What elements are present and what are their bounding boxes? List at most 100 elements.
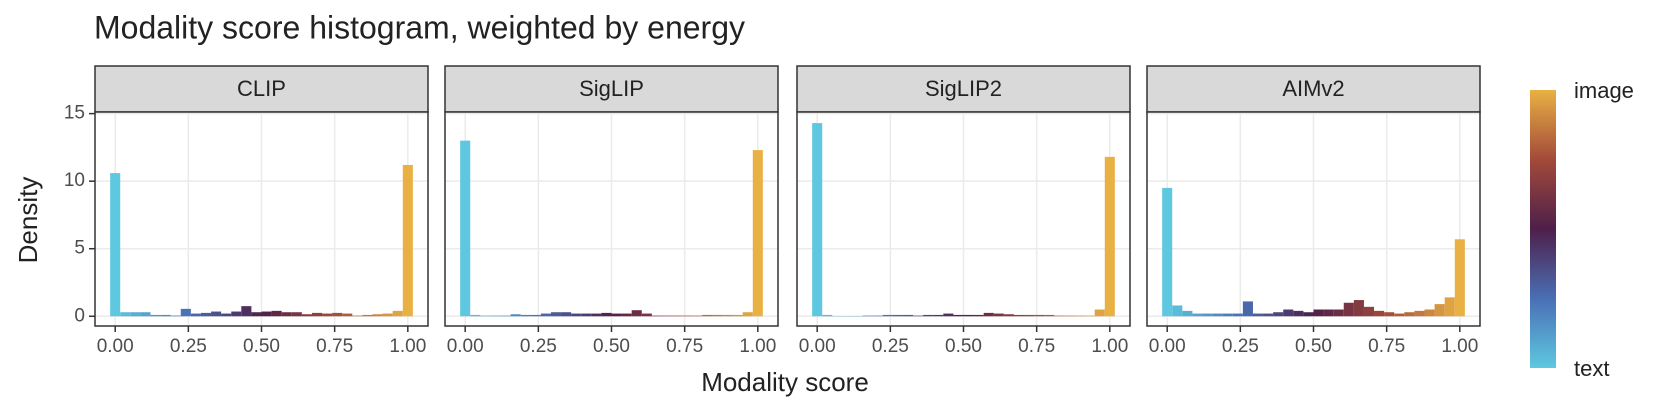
bar — [382, 313, 393, 317]
bar — [933, 314, 944, 317]
bar — [661, 315, 673, 317]
bar — [1192, 313, 1203, 317]
bar — [601, 312, 612, 317]
x-tick-label: 0.75 — [1018, 336, 1055, 357]
y-tick-label: 0 — [74, 305, 85, 326]
facet-title: AIMv2 — [1282, 76, 1344, 101]
bar — [1323, 309, 1334, 317]
bar — [231, 311, 242, 317]
x-tick-label: 0.25 — [170, 336, 207, 357]
bar — [1162, 187, 1173, 317]
bar — [1182, 310, 1193, 317]
bar — [752, 150, 763, 317]
strip — [1146, 65, 1481, 113]
bar — [943, 313, 954, 317]
bar — [913, 315, 924, 317]
bar — [822, 314, 833, 317]
bar — [540, 313, 551, 317]
bar — [1283, 309, 1294, 317]
colorbar — [1530, 90, 1556, 368]
bar — [1424, 309, 1435, 317]
bar — [372, 314, 383, 317]
bar — [190, 313, 201, 317]
bar — [1172, 305, 1183, 317]
bar — [490, 315, 501, 317]
bar — [1084, 315, 1095, 317]
bar — [993, 313, 1004, 317]
bar — [362, 314, 373, 317]
bar — [973, 314, 984, 317]
bar — [712, 314, 723, 317]
bar — [1384, 312, 1395, 317]
x-tick-label: 0.75 — [666, 336, 703, 357]
bar — [1074, 315, 1085, 317]
bar — [1024, 314, 1035, 317]
bar — [812, 123, 823, 317]
bar — [460, 140, 471, 317]
bar — [742, 312, 753, 317]
bar — [130, 312, 141, 317]
colorbar-label: text — [1574, 356, 1609, 381]
bar — [470, 314, 481, 317]
bar — [672, 315, 683, 317]
bar — [1263, 313, 1274, 317]
bar — [1394, 313, 1405, 317]
bar — [953, 314, 964, 317]
x-tick-label: 1.00 — [1091, 336, 1128, 357]
bar — [1404, 312, 1415, 317]
bar — [963, 314, 974, 317]
bar — [1013, 314, 1025, 317]
y-tick-label: 5 — [74, 238, 85, 259]
bar — [581, 313, 592, 317]
bar — [332, 312, 343, 317]
bar — [1333, 309, 1344, 317]
bar — [1232, 313, 1243, 317]
bar — [692, 315, 703, 317]
bar — [1094, 309, 1105, 317]
x-tick-label: 0.25 — [872, 336, 909, 357]
colorbar-label: image — [1574, 78, 1634, 103]
bar — [500, 315, 511, 317]
strip — [94, 65, 429, 113]
bar — [641, 313, 652, 317]
x-tick-label: 1.00 — [1441, 336, 1478, 357]
x-tick-label: 0.50 — [945, 336, 982, 357]
bar — [1374, 310, 1385, 317]
bar — [1313, 309, 1324, 317]
bar — [1034, 314, 1045, 317]
x-tick-label: 0.25 — [1222, 336, 1259, 357]
bar — [281, 312, 292, 317]
bar — [221, 313, 232, 317]
x-tick-label: 1.00 — [739, 336, 776, 357]
bar — [1343, 302, 1354, 317]
x-tick-label: 0.00 — [447, 336, 484, 357]
bar — [702, 314, 713, 317]
bar — [571, 313, 582, 317]
bar — [180, 308, 191, 317]
bar — [150, 314, 161, 317]
bar — [1454, 239, 1465, 317]
bar — [211, 311, 222, 317]
bar — [732, 314, 743, 317]
bar — [261, 311, 272, 317]
bar — [170, 315, 181, 317]
bar — [591, 313, 602, 317]
bar — [1222, 313, 1233, 317]
bar — [1202, 313, 1213, 317]
bar — [611, 313, 622, 317]
bar — [1003, 314, 1014, 317]
bar — [291, 312, 302, 317]
bar — [241, 306, 252, 317]
bar — [520, 314, 531, 317]
bar — [160, 314, 171, 317]
bar — [621, 313, 632, 317]
bar — [1293, 310, 1304, 317]
chart-title: Modality score histogram, weighted by en… — [94, 9, 745, 45]
x-tick-label: 0.50 — [1295, 336, 1332, 357]
bar — [402, 164, 413, 317]
bar — [902, 314, 914, 317]
bar — [510, 314, 521, 317]
bar — [110, 173, 121, 317]
bar — [1363, 306, 1375, 317]
